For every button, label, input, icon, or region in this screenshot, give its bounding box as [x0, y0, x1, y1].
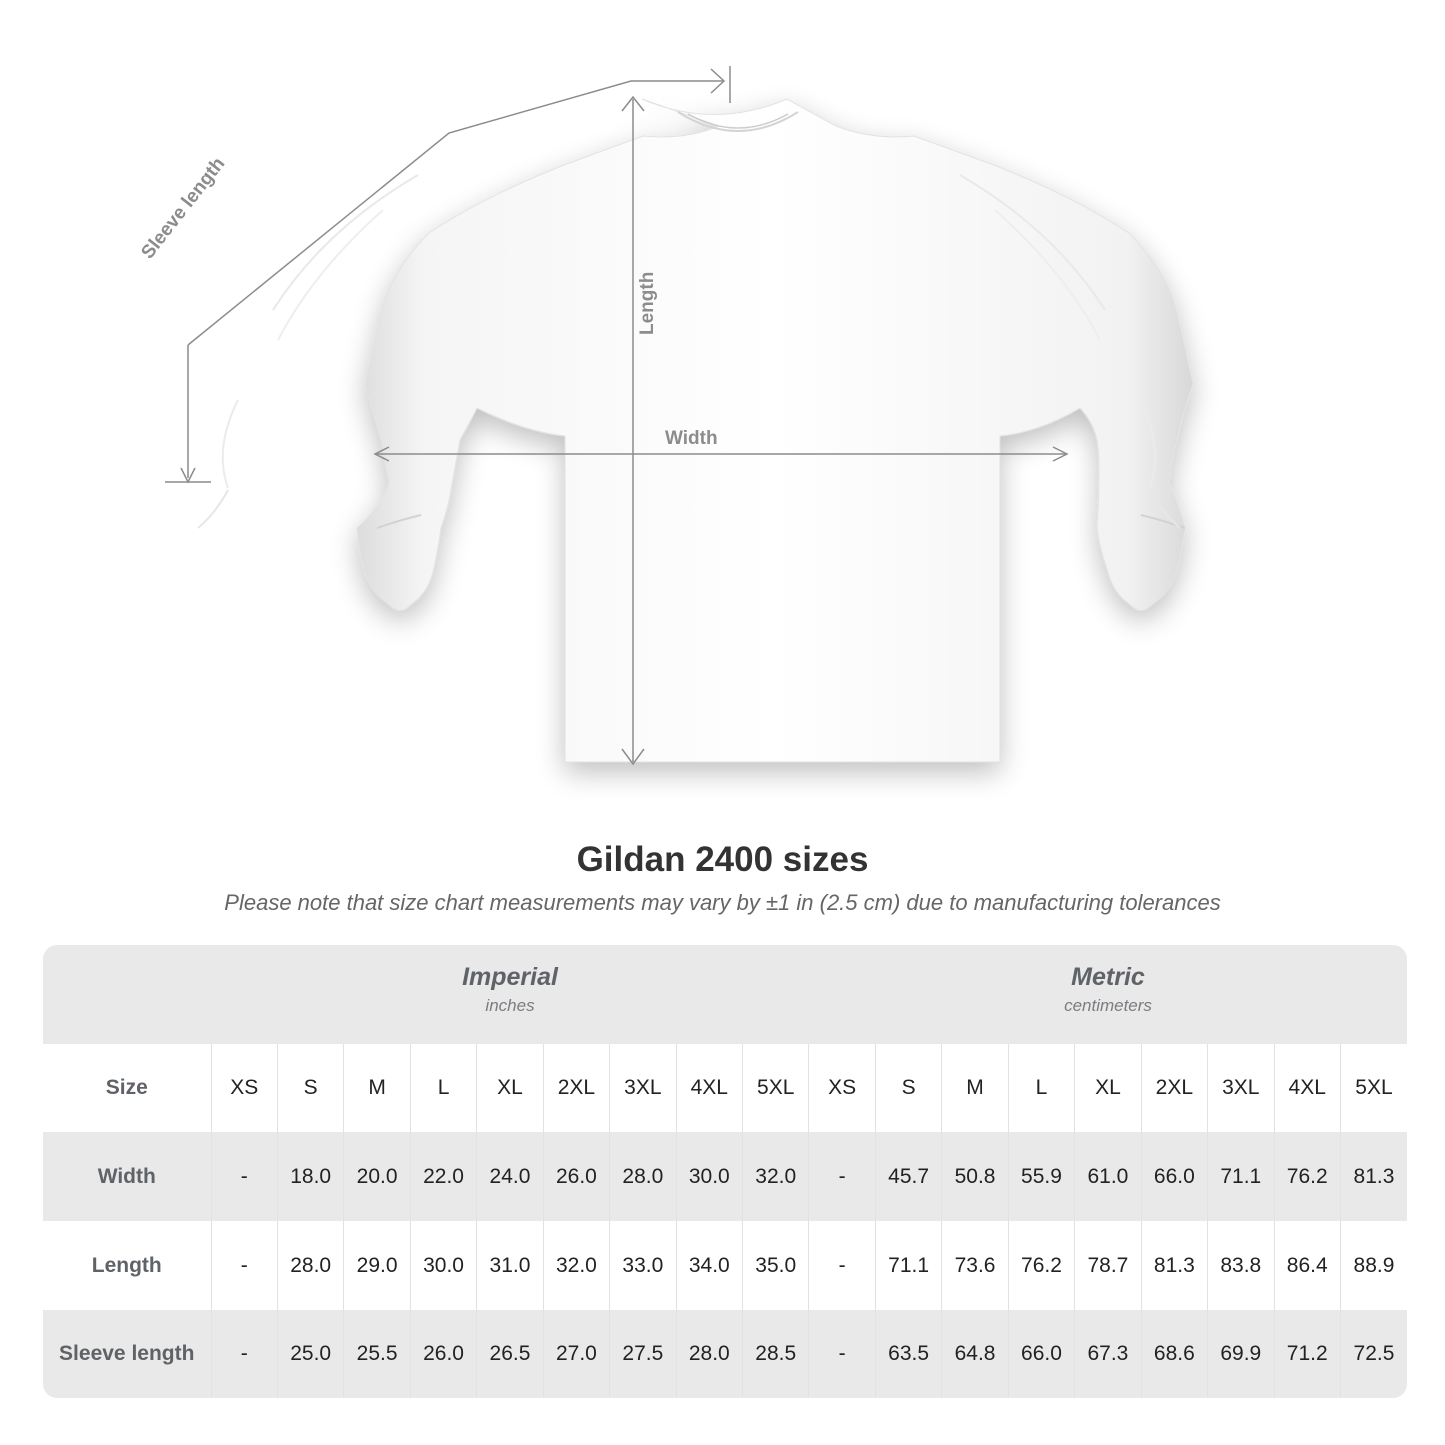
svg-text:Sleeve length: Sleeve length: [137, 154, 229, 263]
svg-text:Length: Length: [637, 272, 658, 335]
svg-text:Width: Width: [665, 428, 718, 449]
